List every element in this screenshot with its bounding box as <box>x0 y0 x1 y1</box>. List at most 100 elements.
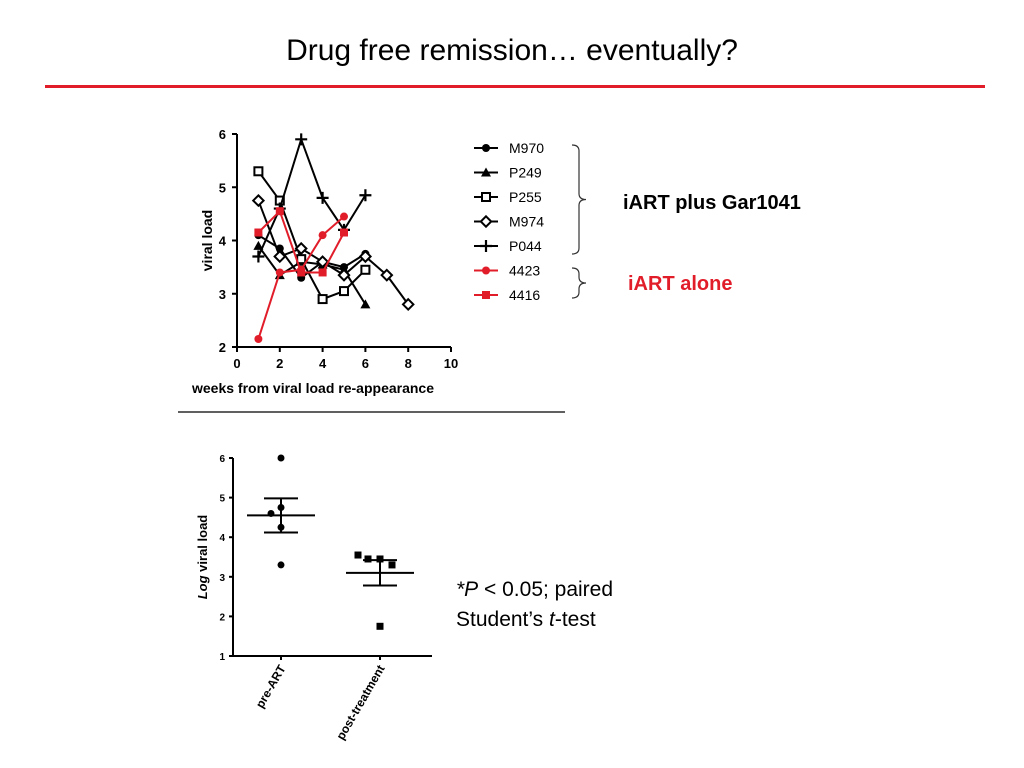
series-line <box>257 136 367 257</box>
data-point <box>273 249 287 264</box>
statistics-note: *P < 0.05; paired Student’s t-test <box>456 575 613 635</box>
data-point <box>360 264 371 275</box>
legend-label: P044 <box>509 238 542 254</box>
legend-item-m974: M974 <box>474 214 544 230</box>
legend-label: P249 <box>509 165 542 181</box>
y-tick-label: 3 <box>219 287 226 302</box>
statistics-p: *P <box>456 578 479 601</box>
data-point <box>354 551 362 559</box>
brace-iart-alone <box>571 267 587 299</box>
data-point <box>277 523 285 531</box>
legend-marker <box>482 144 490 152</box>
data-point <box>253 240 264 250</box>
statistics-note-line2: Student’s t-test <box>456 605 613 635</box>
series-4416 <box>254 207 348 277</box>
y-tick-label: 5 <box>219 494 225 505</box>
data-point <box>254 335 263 344</box>
data-point <box>318 231 327 240</box>
data-point <box>275 268 284 277</box>
data-point <box>316 191 329 204</box>
x-tick-label: 6 <box>362 356 369 371</box>
data-point <box>317 294 328 305</box>
group-label-iart-plus-gar1041: iART plus Gar1041 <box>623 192 801 214</box>
data-point <box>277 454 285 462</box>
x-tick-label: 0 <box>233 356 240 371</box>
y-axis-title-rest: viral load <box>195 515 210 576</box>
data-point <box>275 207 284 216</box>
y-axis-title: viral load <box>199 210 215 271</box>
x-tick-label: 4 <box>319 356 327 371</box>
data-point <box>297 268 306 277</box>
legend-marker <box>479 214 493 229</box>
legend-marker <box>482 291 490 299</box>
data-point <box>277 504 285 511</box>
data-point <box>277 561 285 569</box>
statistics-p-rest: < 0.05; paired <box>478 578 614 601</box>
data-point <box>340 228 348 237</box>
x-tick-label: 10 <box>444 356 458 371</box>
data-point <box>295 133 308 146</box>
y-tick-label: 3 <box>219 573 225 584</box>
legend-label: M970 <box>509 140 544 156</box>
data-point <box>267 509 275 517</box>
group-label-iart-alone: iART alone <box>628 273 733 295</box>
data-point <box>315 255 330 269</box>
legend: M970 P249 P255 M974 P044 4423 4416 <box>474 140 544 303</box>
legend-marker <box>481 192 491 202</box>
y-axis-title-italic: Log <box>195 575 210 599</box>
legend-label: P255 <box>509 189 542 205</box>
statistics-test-pre: Student’s <box>456 608 550 631</box>
data-point <box>251 193 266 208</box>
series-p044 <box>252 133 372 263</box>
data-point <box>253 166 264 177</box>
y-tick-label: 6 <box>219 454 225 465</box>
legend-item-p255: P255 <box>474 189 542 205</box>
x-tick-label-post-treatment: post-treatment <box>333 663 387 743</box>
data-point <box>364 555 372 563</box>
x-tick-label: 2 <box>276 356 283 371</box>
dot-plot-axes: 1 2 3 4 5 6 pre-ART post-treatment Log viral loa… <box>195 454 432 742</box>
statistics-note-line1: *P < 0.05; paired <box>456 575 613 605</box>
legend-item-4416: 4416 <box>474 287 540 303</box>
data-point <box>337 268 351 282</box>
y-tick-label: 2 <box>219 340 226 355</box>
y-tick-label: 6 <box>219 127 226 142</box>
legend-label: 4416 <box>509 287 540 303</box>
y-tick-label: 4 <box>219 533 225 544</box>
brace-iart-plus-gar1041 <box>571 144 587 255</box>
legend-item-p249: P249 <box>474 165 542 181</box>
x-axis-title: weeks from viral load re-appearance <box>191 380 434 396</box>
data-point <box>376 555 384 563</box>
x-tick-label-pre-art: pre-ART <box>253 662 289 711</box>
y-tick-label: 1 <box>219 652 225 663</box>
y-tick-label: 4 <box>219 234 227 249</box>
legend-marker <box>482 266 490 275</box>
group-post-treatment <box>346 551 414 630</box>
legend-label: 4423 <box>509 263 540 279</box>
title-rule <box>45 85 985 88</box>
legend-item-4423: 4423 <box>474 263 540 279</box>
data-point <box>360 299 371 309</box>
slide-title: Drug free remission… eventually? <box>286 34 738 67</box>
y-tick-label: 5 <box>219 180 226 195</box>
data-point <box>358 249 373 264</box>
data-point <box>252 250 265 263</box>
legend-item-p044: P044 <box>474 238 542 254</box>
statistics-test-post: -test <box>554 608 596 631</box>
group-pre-art <box>247 454 315 569</box>
data-point <box>339 286 349 297</box>
legend-item-m970: M970 <box>474 140 544 156</box>
data-point <box>294 241 308 256</box>
y-axis-title: Log viral load <box>195 515 210 600</box>
legend-marker <box>481 167 491 177</box>
data-point <box>359 189 372 202</box>
data-point <box>401 297 415 312</box>
legend-marker <box>480 240 492 252</box>
data-point <box>340 212 348 221</box>
data-point <box>254 228 263 237</box>
data-point <box>388 561 396 569</box>
x-tick-label: 8 <box>405 356 412 371</box>
